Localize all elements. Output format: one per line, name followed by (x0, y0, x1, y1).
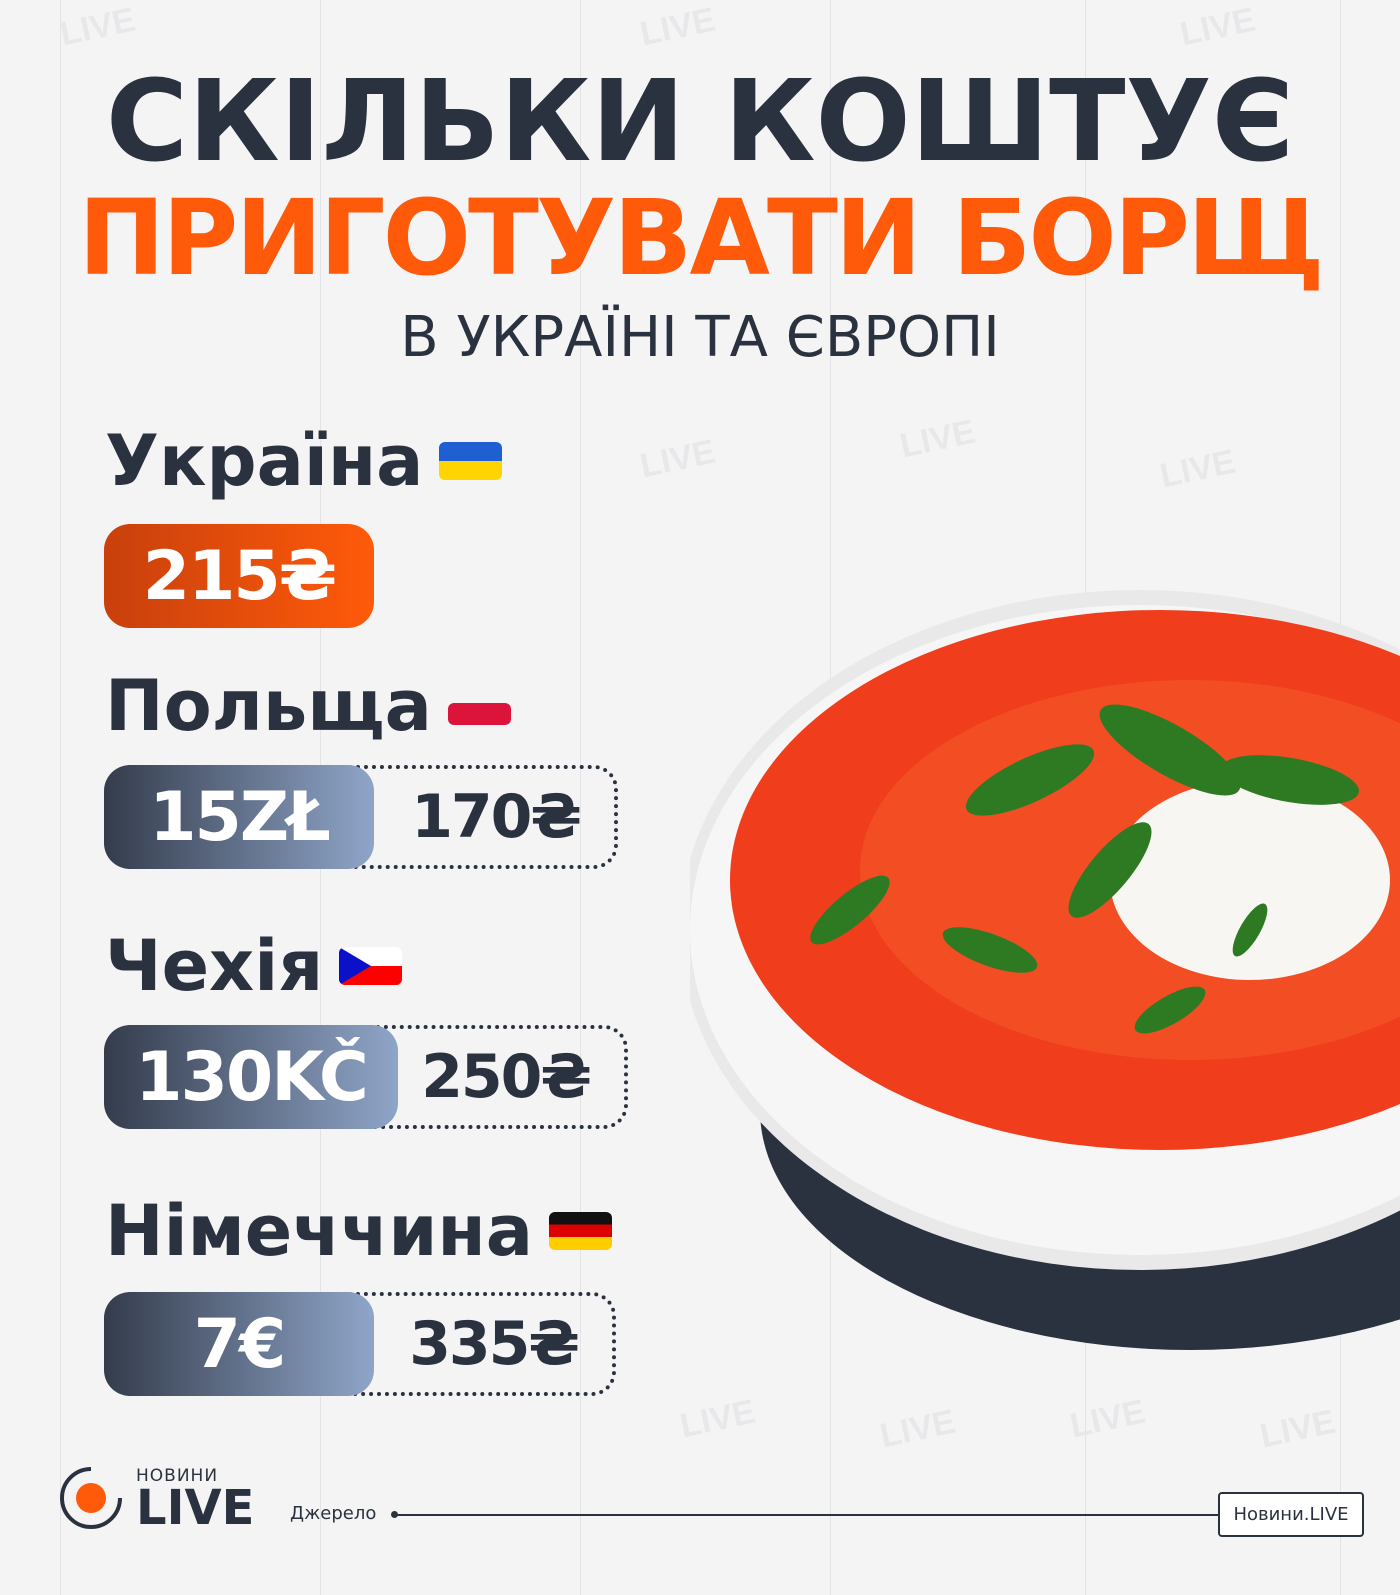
source-dot (391, 1511, 398, 1518)
watermark: LIVE (1256, 1402, 1339, 1456)
czech-flag-icon (339, 947, 403, 985)
watermark: LIVE (56, 0, 139, 54)
title-line-2: ПРИГОТУВАТИ БОРЩ (78, 177, 1325, 299)
price-germany-uah: 335₴ (350, 1292, 616, 1396)
country-poland: Польща (105, 665, 511, 747)
country-name: Німеччина (105, 1190, 534, 1272)
country-czech: Чехія (105, 925, 403, 1007)
watermark: LIVE (676, 1392, 759, 1446)
country-ukraine: Україна (105, 420, 503, 502)
logo-main-text: LIVE (136, 1480, 255, 1536)
germany-flag-icon (549, 1212, 613, 1250)
watermark: LIVE (636, 432, 719, 486)
source-value[interactable]: Новини.LIVE (1218, 1492, 1364, 1537)
source-label: Джерело (290, 1503, 377, 1524)
borscht-bowl-image (690, 590, 1400, 1350)
country-name: Чехія (105, 925, 324, 1007)
watermark: LIVE (876, 1402, 959, 1456)
logo-top-text: НОВИНИ (136, 1466, 219, 1486)
price-poland-uah: 170₴ (350, 765, 618, 869)
watermark: LIVE (896, 412, 979, 466)
ukraine-flag-icon (439, 442, 503, 480)
watermark: LIVE (1066, 1392, 1149, 1446)
price-czech-uah: 250₴ (370, 1025, 628, 1129)
country-name: Польща (105, 665, 432, 747)
poland-flag-icon (447, 703, 511, 725)
price-czech-local: 130KČ (104, 1025, 398, 1129)
watermark: LIVE (1176, 0, 1259, 54)
price-poland-local: 15ZŁ (104, 765, 374, 869)
subtitle: В УКРАЇНІ ТА ЄВРОПІ (400, 305, 1000, 370)
title-line-1: СКІЛЬКИ КОШТУЄ (105, 57, 1295, 187)
country-germany: Німеччина (105, 1190, 613, 1272)
logo-circle-icon (60, 1467, 122, 1529)
watermark: LIVE (636, 0, 719, 54)
price-ukraine: 215₴ (104, 524, 374, 628)
novyny-live-logo: НОВИНИ LIVE (58, 1465, 255, 1536)
watermark: LIVE (1156, 442, 1239, 496)
source-line (395, 1514, 1218, 1516)
country-name: Україна (105, 420, 424, 502)
price-germany-local: 7€ (104, 1292, 374, 1396)
